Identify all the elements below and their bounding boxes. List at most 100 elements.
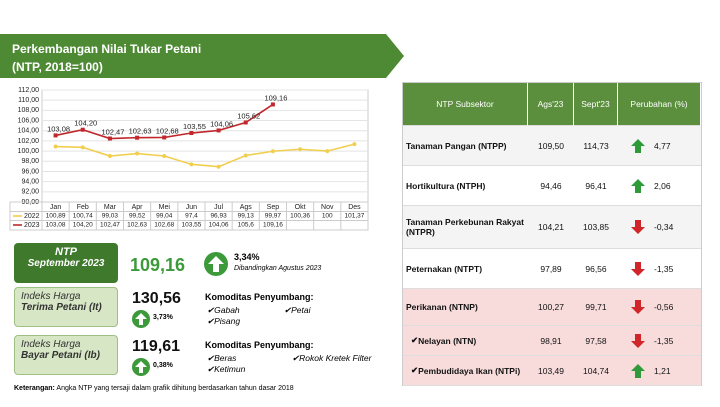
x-tick-label: Okt: [295, 204, 306, 211]
point-marker: [298, 147, 303, 152]
table-header: Sept'23: [574, 83, 618, 126]
point-marker: [80, 145, 85, 150]
table-value: 109,16: [263, 222, 283, 229]
up-arrow-icon: [132, 310, 150, 328]
table-value: 104,20: [73, 222, 93, 229]
table-value: 105,6: [238, 222, 255, 229]
subsector-table: NTP Subsektor Ags'23 Sept'23 Perubahan (%) T…: [402, 82, 702, 386]
ntp-note: Dibandingkan Agustus 2023: [234, 265, 322, 272]
footer-label: Keterangan:: [14, 385, 55, 392]
it-item-text: Gabah: [214, 305, 240, 315]
table-header: Ags'23: [528, 83, 574, 126]
data-label: 103,55: [183, 122, 206, 131]
point-marker: [243, 153, 248, 158]
data-label: 104,06: [210, 119, 233, 128]
point-marker: [107, 136, 112, 141]
data-label: 109,16: [264, 93, 287, 102]
up-arrow-icon: [132, 358, 150, 376]
point-marker: [189, 162, 194, 167]
it-item-text: Petai: [291, 305, 311, 315]
table-value: 100,89: [46, 213, 66, 220]
data-label: 103,08: [47, 124, 70, 133]
down-arrow-icon: [631, 261, 645, 276]
ib-label: Indeks Harga: [21, 339, 81, 350]
ags-value: 97,89: [528, 249, 574, 289]
data-table-frame: [9, 201, 369, 231]
it-value: 130,56: [132, 290, 181, 307]
row-name: Peternakan (NTPT): [403, 249, 528, 289]
table-value: 99,04: [156, 213, 173, 220]
y-tick-label: 110,00: [18, 97, 39, 104]
row-name-text: Hortikultura (NTPH): [406, 180, 486, 191]
change-value: 4,77: [654, 140, 671, 151]
row-name-text: Tanaman Pangan (NTPP): [406, 140, 507, 151]
y-tick-label: 94,00: [21, 178, 39, 185]
plot-area: [41, 89, 369, 203]
down-arrow-icon: [631, 220, 645, 234]
y-tick-label: 100,00: [18, 148, 40, 155]
header-title: Perkembangan Nilai Tukar Petani: [12, 42, 202, 56]
row-name: Tanaman Perkebunan Rakyat (NTPR): [403, 206, 528, 249]
data-label: 105,62: [237, 111, 260, 120]
change-value: -1,35: [654, 263, 674, 274]
footer: Keterangan: Angka NTP yang tersaji dalam…: [14, 385, 294, 392]
ags-value: 103,49: [528, 356, 574, 386]
point-marker: [270, 149, 275, 154]
sept-value: 96,41: [574, 166, 618, 206]
it-label: Terima Petani (It): [21, 302, 102, 313]
y-tick-label: 92,00: [21, 189, 39, 196]
series-line: [55, 143, 355, 168]
x-tick-label: Jan: [50, 204, 61, 211]
y-tick-label: 104,00: [18, 128, 40, 135]
change-cell: 4,77: [618, 126, 701, 166]
ib-heading: Komoditas Penyumbang:: [205, 340, 314, 350]
x-tick-label: Mar: [104, 204, 117, 211]
legend-label: 2022: [24, 213, 40, 220]
row-name-text: Perikanan (NTNP): [406, 302, 478, 312]
sept-value: 99,71: [574, 289, 618, 326]
change-cell: -1,35: [618, 326, 701, 356]
x-tick-label: Jun: [186, 204, 197, 211]
arrow: [631, 300, 645, 314]
data-label: 102,68: [156, 126, 179, 135]
point-marker: [352, 142, 357, 147]
row-name: ✔ Pembudidaya Ikan (NTPi): [403, 356, 528, 386]
row-name-text: Peternakan (NTPT): [406, 263, 483, 274]
up-arrow-icon: [204, 252, 228, 276]
change-cell: 1,21: [618, 356, 701, 386]
down-arrow-icon: [631, 300, 645, 314]
ags-value: 94,46: [528, 166, 574, 206]
footer-text: Angka NTP yang tersaji dalam grafik dihi…: [56, 385, 294, 392]
sept-value: 96,56: [574, 249, 618, 289]
change-value: -0,34: [654, 222, 674, 232]
x-tick-label: Nov: [321, 204, 334, 211]
ags-value: 109,50: [528, 126, 574, 166]
ib-label: Bayar Petani (Ib): [21, 350, 100, 361]
row-name: Perikanan (NTNP): [403, 289, 528, 326]
arrow: [631, 178, 645, 193]
up-arrow-icon: [631, 363, 645, 378]
arrow: [631, 261, 645, 276]
table-value: 102,68: [154, 222, 174, 229]
ntp-label: NTP: [55, 246, 77, 258]
arrow: [631, 138, 645, 153]
it-heading: Komoditas Penyumbang:: [205, 292, 314, 302]
table-value: 102,63: [127, 222, 147, 229]
ntp-period: September 2023: [27, 258, 105, 269]
arrow: [631, 363, 645, 378]
point-marker: [80, 127, 85, 132]
table-value: 101,37: [344, 213, 364, 220]
change-cell: -1,35: [618, 249, 701, 289]
table-value: 102,47: [100, 222, 120, 229]
table-value: 99,52: [129, 213, 146, 220]
y-tick-label: 108,00: [18, 107, 40, 114]
it-box: Indeks Harga Terima Petani (It): [14, 287, 118, 327]
data-label: 102,47: [101, 128, 124, 137]
header-subtitle: (NTP, 2018=100): [12, 60, 103, 74]
up-arrow-icon: [631, 138, 645, 153]
point-marker: [162, 153, 167, 158]
y-tick-label: 102,00: [18, 138, 40, 145]
ntp-box: NTP September 2023: [14, 243, 118, 283]
ib-item-text: Ketimun: [214, 364, 246, 374]
it-item: ✔Gabah: [207, 305, 240, 315]
